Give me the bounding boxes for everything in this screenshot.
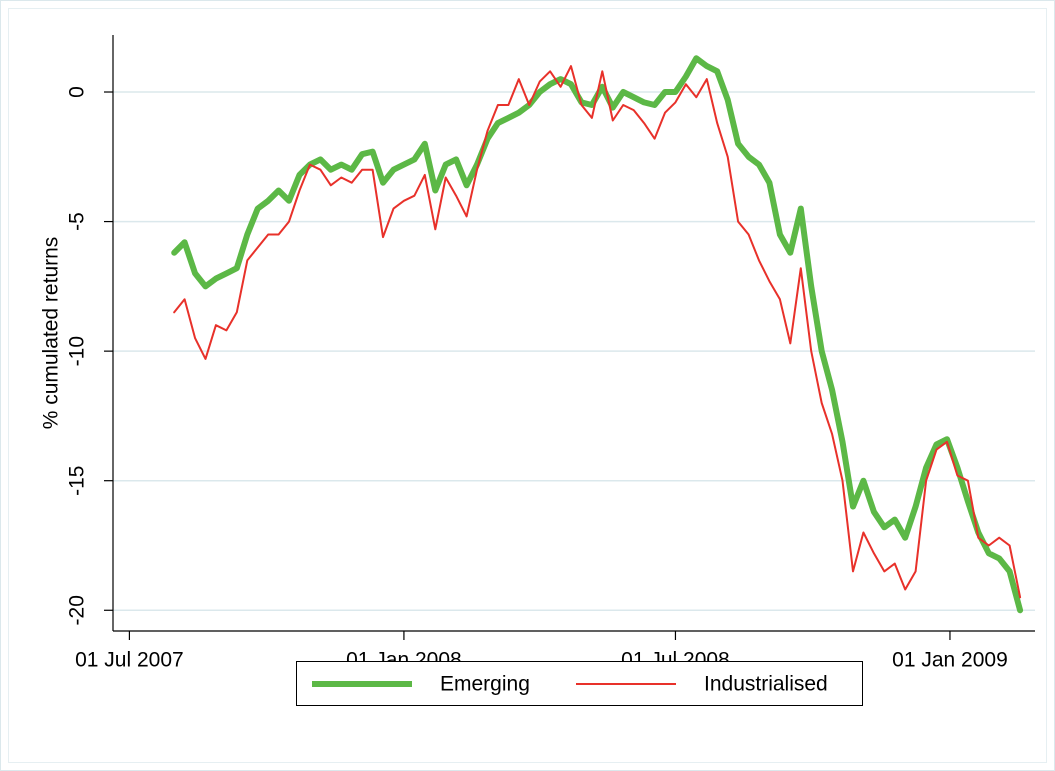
legend: Emerging Industrialised [296,661,863,706]
series-line [173,65,1022,599]
y-tick-label: 0 [66,86,89,98]
legend-label: Emerging [440,673,530,696]
y-axis-label: % cumulated returns [40,237,63,430]
y-tick-label: -20 [66,595,89,625]
legend-label: Industrialised [704,673,828,696]
y-tick-label: -5 [66,212,89,231]
y-tick-label: -15 [66,466,89,496]
x-tick-label: 01 Jan 2009 [892,649,1008,672]
annotation: . [565,649,571,672]
x-tick-label: 01 Jul 2007 [75,649,184,672]
y-tick-label: -10 [66,336,89,366]
plot-frame [8,8,1047,763]
